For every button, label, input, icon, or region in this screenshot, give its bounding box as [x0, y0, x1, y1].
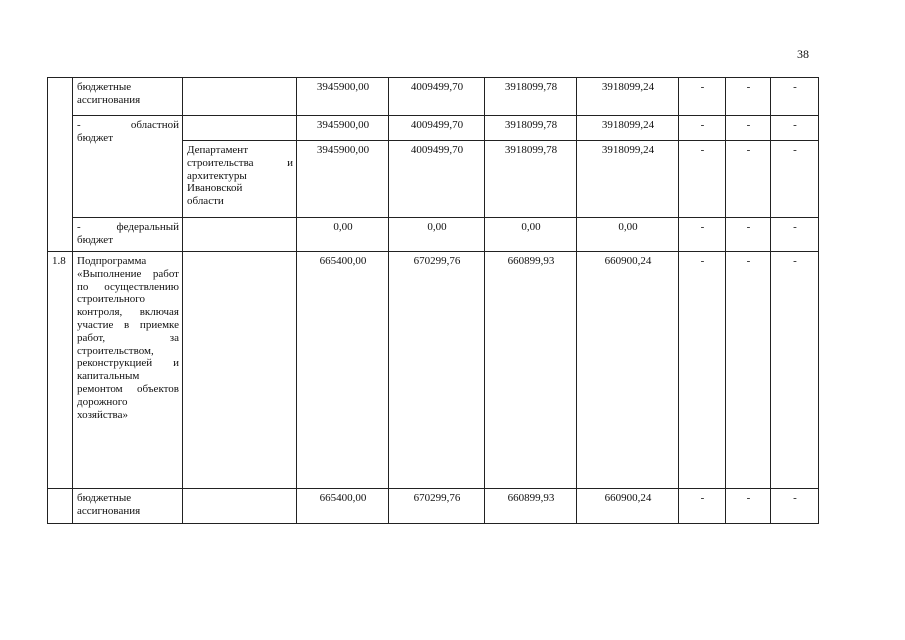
- value-cell: -: [770, 77, 819, 116]
- name-cell: бюджетные ассигнования: [72, 77, 183, 116]
- name-cell: Подпрограмма «Выполнение работ по осущес…: [72, 251, 183, 489]
- value-cell: 660900,24: [576, 251, 679, 489]
- value-cell: 3945900,00: [296, 77, 389, 116]
- name-line: - областной: [77, 119, 179, 132]
- value-cell: -: [770, 115, 819, 141]
- value-cell: 0,00: [296, 217, 389, 252]
- value-cell: 4009499,70: [388, 77, 485, 116]
- value-cell: 670299,76: [388, 251, 485, 489]
- value-cell: -: [725, 488, 771, 524]
- value-cell: 3918099,78: [484, 77, 577, 116]
- value-cell: 0,00: [388, 217, 485, 252]
- name-cell: бюджетные ассигнования: [72, 488, 183, 524]
- name-cell: - областной бюджет: [72, 115, 183, 218]
- table-row: Департамент строительства и архитектуры Ив…: [48, 140, 819, 218]
- value-cell: 4009499,70: [388, 140, 485, 218]
- value-cell: -: [678, 140, 726, 218]
- table-row: - федеральный бюджет 0,00 0,00 0,00 0,00- - -: [48, 217, 819, 252]
- value-cell: 660900,24: [576, 488, 679, 524]
- value-cell: 0,00: [576, 217, 679, 252]
- executor-cell: [182, 77, 297, 116]
- number-cell: [47, 488, 73, 524]
- value-cell: 3918099,78: [484, 140, 577, 218]
- value-cell: 0,00: [484, 217, 577, 252]
- name-cell: - федеральный бюджет: [72, 217, 183, 252]
- value-cell: -: [770, 217, 819, 252]
- value-cell: 3918099,24: [576, 77, 679, 116]
- page-number: 38: [797, 47, 809, 61]
- text: бюджет: [77, 233, 113, 246]
- value-cell: -: [678, 488, 726, 524]
- text: областной: [130, 119, 179, 131]
- value-cell: 3918099,78: [484, 115, 577, 141]
- text: Департамент: [187, 144, 249, 156]
- value-cell: -: [678, 251, 726, 489]
- value-cell: -: [770, 251, 819, 489]
- value-cell: 665400,00: [296, 488, 389, 524]
- value-cell: 665400,00: [296, 251, 389, 489]
- value-cell: -: [770, 488, 819, 524]
- executor-cell: [182, 115, 297, 141]
- executor-cell: [182, 217, 297, 252]
- value-cell: -: [678, 77, 726, 116]
- value-cell: 3918099,24: [576, 140, 679, 218]
- value-cell: -: [770, 140, 819, 218]
- executor-cell: [182, 488, 297, 524]
- value-cell: -: [725, 140, 771, 218]
- value-cell: -: [678, 217, 726, 252]
- executor-line: архитектуры Ивановской области: [187, 169, 247, 208]
- number-cell: 1.8: [47, 251, 73, 489]
- value-cell: -: [725, 115, 771, 141]
- value-cell: 3918099,24: [576, 115, 679, 141]
- number-cell: [47, 77, 73, 252]
- executor-cell: [182, 251, 297, 489]
- text: строительства: [187, 156, 254, 169]
- text: бюджет: [77, 131, 113, 144]
- value-cell: 660899,93: [484, 251, 577, 489]
- value-cell: 660899,93: [484, 488, 577, 524]
- executor-line: строительства и: [187, 157, 293, 170]
- value-cell: -: [725, 251, 771, 489]
- budget-table: бюджетные ассигнования 3945900,00 4009499,…: [47, 77, 819, 524]
- text: и: [287, 156, 293, 169]
- value-cell: -: [725, 77, 771, 116]
- text: -: [77, 119, 81, 131]
- table-row: бюджетные ассигнования 3945900,00 4009499,…: [47, 77, 819, 252]
- text: федеральный: [116, 221, 180, 233]
- table-row: бюджетные ассигнования 665400,00 670299,76…: [47, 488, 819, 524]
- value-cell: -: [678, 115, 726, 141]
- text: -: [77, 221, 81, 233]
- value-cell: 4009499,70: [388, 115, 485, 141]
- table-row: 1.8 Подпрограмма «Выполнение работ по осу…: [47, 251, 819, 489]
- value-cell: 3945900,00: [296, 140, 389, 218]
- value-cell: 3945900,00: [296, 115, 389, 141]
- name-line: - федеральный: [77, 221, 179, 234]
- table-row: - областной бюджет 3945900,00 4009499,70 391…: [48, 115, 819, 218]
- executor-cell: Департамент строительства и архитектуры Ив…: [182, 140, 297, 218]
- value-cell: 670299,76: [388, 488, 485, 524]
- value-cell: -: [725, 217, 771, 252]
